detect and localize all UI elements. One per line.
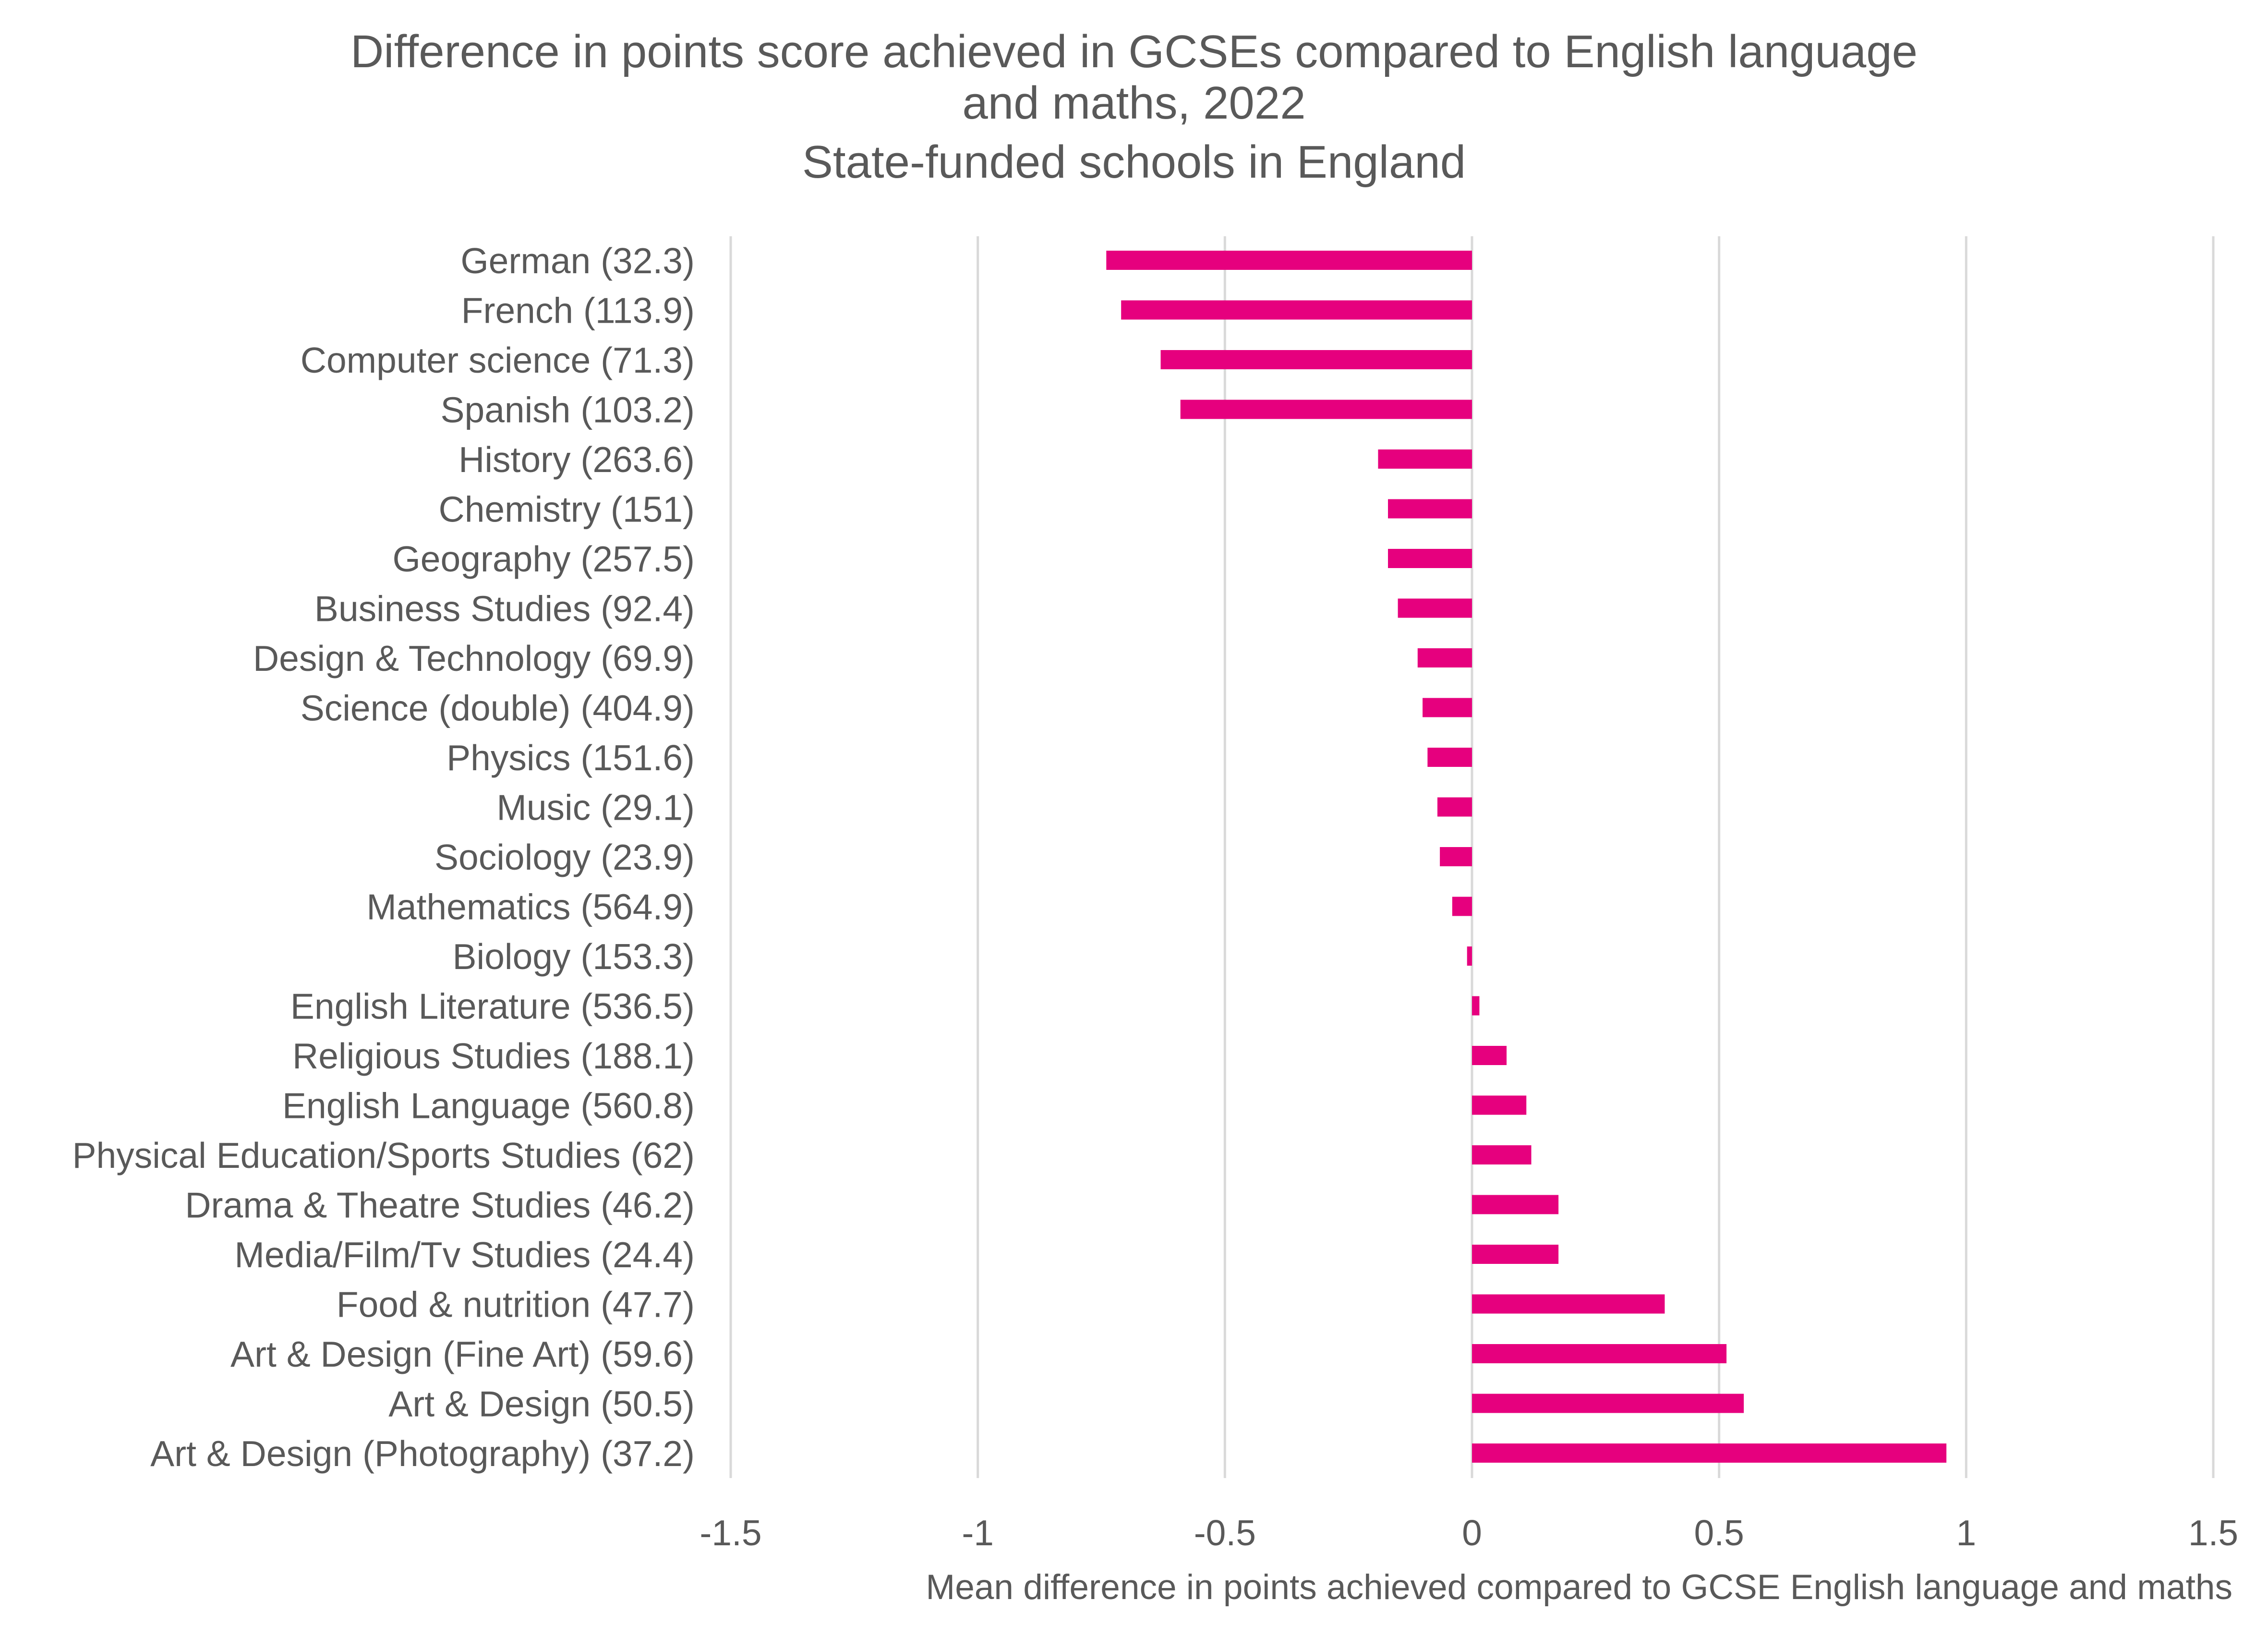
category-label: History (263.6) (458, 439, 695, 480)
category-label: Computer science (71.3) (301, 340, 695, 380)
x-axis-title: Mean difference in points achieved compa… (926, 1568, 2232, 1607)
bar (1437, 797, 1472, 817)
bar (1467, 946, 1472, 966)
chart-title-line: and maths, 2022 (962, 77, 1305, 129)
x-tick-label: 1.5 (2188, 1513, 2238, 1553)
category-label: English Literature (536.5) (290, 986, 695, 1027)
category-label: Food & nutrition (47.7) (337, 1285, 695, 1325)
bar (1452, 897, 1472, 916)
x-tick-label: 1 (1956, 1513, 1976, 1553)
category-label: Geography (257.5) (392, 539, 695, 579)
bar (1472, 1394, 1744, 1413)
category-label: Drama & Theatre Studies (46.2) (185, 1185, 695, 1225)
gridlines (729, 236, 2215, 1478)
chart-title-line: Difference in points score achieved in G… (350, 26, 1918, 77)
bar (1472, 1344, 1727, 1363)
bar (1106, 251, 1472, 270)
bar (1472, 1294, 1665, 1314)
category-label: Art & Design (Photography) (37.2) (150, 1433, 695, 1474)
bar (1160, 350, 1472, 369)
bar (1472, 1245, 1559, 1264)
x-tick-label: -1.5 (700, 1513, 761, 1553)
category-label: Biology (153.3) (453, 936, 695, 977)
bar (1423, 698, 1472, 717)
category-label: Religious Studies (188.1) (292, 1036, 695, 1076)
x-tick-label: -0.5 (1194, 1513, 1256, 1553)
x-tick-label: -1 (962, 1513, 994, 1553)
category-label: Sociology (23.9) (434, 837, 695, 877)
bar (1417, 648, 1472, 667)
chart-title-line: State-funded schools in England (802, 136, 1466, 188)
bar (1472, 1195, 1559, 1214)
category-label: Physics (151.6) (446, 738, 695, 778)
bar (1440, 847, 1472, 866)
bar (1121, 300, 1472, 320)
bars (1106, 251, 1947, 1463)
bar (1388, 549, 1472, 568)
category-label: Design & Technology (69.9) (253, 638, 695, 679)
category-label: Chemistry (151) (439, 489, 695, 530)
bar (1472, 1443, 1947, 1463)
category-label: French (113.9) (461, 291, 695, 331)
bar (1472, 1145, 1532, 1164)
bar (1180, 400, 1472, 419)
bar (1472, 1046, 1507, 1065)
category-label: German (32.3) (460, 241, 695, 281)
category-label: Mathematics (564.9) (366, 887, 695, 927)
bar (1472, 1095, 1527, 1115)
x-tick-labels: -1.5 -1 -0.5 0 0.5 1 1.5 (700, 1513, 2238, 1553)
bar (1378, 449, 1472, 469)
category-labels: German (32.3) French (113.9) Computer scie… (72, 241, 695, 1474)
bar (1427, 748, 1472, 767)
x-tick-label: 0.5 (1694, 1513, 1744, 1553)
bar (1388, 499, 1472, 519)
category-label: English Language (560.8) (282, 1086, 695, 1126)
bar (1472, 996, 1480, 1016)
x-tick-label: 0 (1462, 1513, 1482, 1553)
chart-title: Difference in points score achieved in G… (350, 26, 1918, 188)
category-label: Science (double) (404.9) (301, 688, 695, 728)
bar (1398, 598, 1472, 618)
category-label: Art & Design (Fine Art) (59.6) (230, 1334, 695, 1374)
category-label: Spanish (103.2) (440, 390, 695, 430)
category-label: Business Studies (92.4) (314, 589, 695, 629)
category-label: Physical Education/Sports Studies (62) (72, 1135, 695, 1176)
category-label: Music (29.1) (496, 788, 695, 828)
category-label: Art & Design (50.5) (388, 1384, 695, 1424)
category-label: Media/Film/Tv Studies (24.4) (234, 1235, 695, 1275)
